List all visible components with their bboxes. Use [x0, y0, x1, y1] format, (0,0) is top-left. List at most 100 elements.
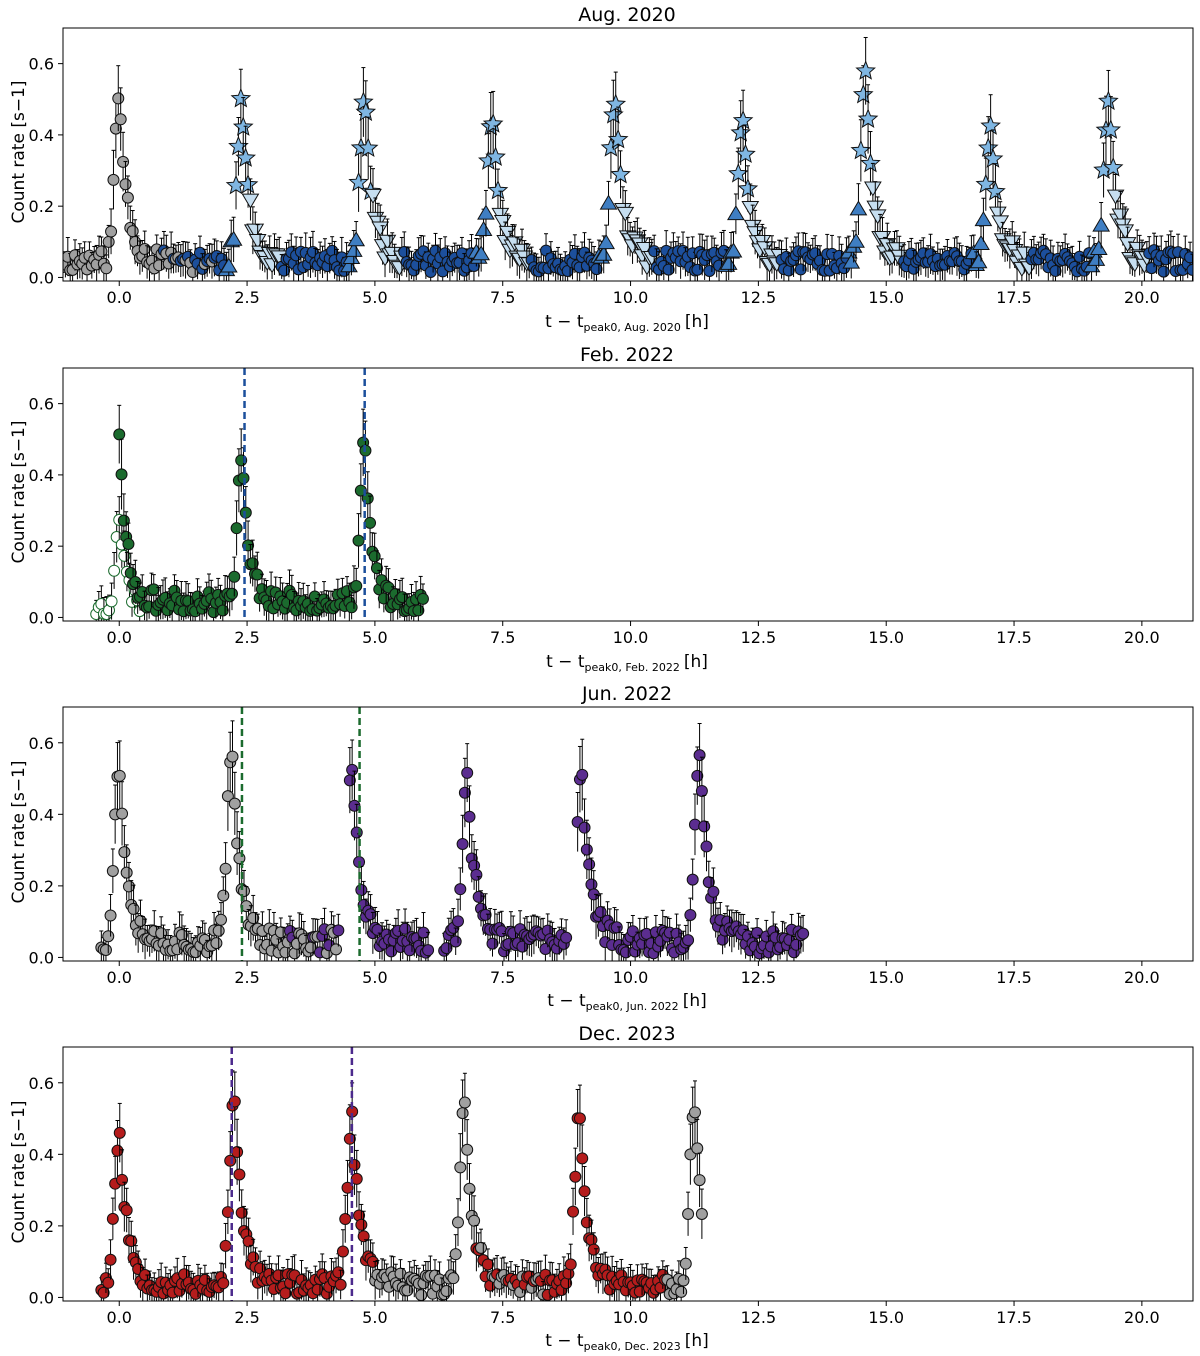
data-point — [580, 843, 593, 856]
data-point — [102, 930, 115, 943]
data-point-rise — [477, 204, 495, 220]
x-tick-label: 12.5 — [741, 968, 777, 987]
data-point — [368, 550, 381, 563]
data-point-peak — [855, 60, 876, 80]
panel-dec-2023: Dec. 2023 Count rate [s−1] t − tpeak0, D… — [9, 1023, 1194, 1353]
panel-title: Dec. 2023 — [578, 1023, 675, 1045]
x-tick-label: 10.0 — [613, 1308, 649, 1327]
plot-frame — [62, 706, 1194, 962]
x-tick-label: 7.5 — [490, 968, 515, 987]
data-point-peak — [230, 87, 252, 108]
data-point — [113, 769, 126, 782]
data-point-decay — [868, 209, 887, 225]
x-tick-label: 0.0 — [107, 288, 132, 307]
data-point — [662, 263, 675, 276]
x-tick-label: 15.0 — [868, 968, 904, 987]
panel-feb-2022: Feb. 2022 Count rate [s−1] t − tpeak0, F… — [9, 344, 1194, 674]
data-point-decay — [364, 188, 382, 205]
x-tick-label: 20.0 — [1124, 1308, 1160, 1327]
data-point — [116, 807, 129, 820]
x-axis-label-unit: [h] — [683, 991, 707, 1011]
data-point — [102, 1276, 115, 1289]
data-point-peak — [1100, 119, 1122, 139]
data-point — [357, 1230, 370, 1243]
data-point-rise — [1089, 239, 1108, 255]
y-axis-label: Count rate [s−1] — [9, 760, 29, 903]
data-point — [122, 538, 135, 551]
data-point — [461, 766, 474, 779]
data-point-rise — [344, 241, 363, 257]
data-point — [401, 1284, 414, 1297]
data-point — [279, 1287, 292, 1300]
x-tick-label: 0.0 — [107, 628, 132, 647]
data-point — [707, 885, 720, 898]
data-point — [585, 1233, 598, 1246]
data-point — [463, 1182, 476, 1195]
data-point — [346, 763, 359, 776]
data-point — [364, 908, 377, 921]
x-axis-label-sub: peak0, Jun. 2022 — [586, 1000, 679, 1013]
x-axis-label-unit: [h] — [685, 312, 709, 332]
data-point-rise — [340, 257, 358, 273]
data-point — [120, 1204, 133, 1217]
data-point-peak — [852, 83, 874, 104]
y-tick-label: 0.2 — [29, 1217, 54, 1236]
data-point — [341, 1181, 354, 1194]
data-point — [121, 191, 134, 204]
data-point — [336, 1245, 349, 1258]
data-point-peak — [605, 93, 627, 114]
x-tick-label: 10.0 — [613, 628, 649, 647]
data-point — [113, 428, 126, 441]
data-point-peak — [732, 109, 754, 130]
x-tick-label: 15.0 — [868, 288, 904, 307]
data-point-peak — [737, 178, 759, 198]
data-point — [456, 1107, 469, 1120]
data-point-rise — [474, 220, 493, 236]
panel-jun-2022: Jun. 2022 Count rate [s−1] t − tpeak0, J… — [9, 683, 1194, 1013]
data-point-peak — [235, 147, 256, 167]
data-point — [153, 259, 166, 272]
data-point — [104, 909, 117, 922]
data-point-peak — [237, 173, 259, 194]
data-points — [90, 404, 429, 621]
data-point-rise — [599, 194, 618, 210]
data-point-decay — [991, 215, 1010, 231]
x-tick-label: 20.0 — [1124, 288, 1160, 307]
data-point — [578, 821, 591, 834]
data-point — [350, 1172, 363, 1185]
data-point — [239, 506, 252, 519]
data-point — [216, 604, 229, 617]
data-point-rise — [847, 232, 865, 248]
data-point — [104, 1253, 117, 1266]
data-point-rise — [727, 205, 745, 221]
data-point — [472, 890, 485, 903]
data-point — [99, 944, 112, 957]
data-point — [134, 914, 147, 927]
data-point — [451, 915, 464, 928]
x-tick-label: 17.5 — [996, 1308, 1032, 1327]
data-point-decay — [616, 206, 635, 222]
data-point-rise — [974, 210, 993, 227]
x-tick-label: 17.5 — [996, 968, 1032, 987]
data-point-peak — [1102, 156, 1124, 177]
data-point — [567, 1205, 580, 1218]
data-point-decay — [1116, 224, 1135, 240]
data-point-peak — [985, 180, 1006, 201]
x-tick-label: 5.0 — [362, 288, 387, 307]
data-point — [797, 927, 810, 940]
data-point — [230, 522, 243, 535]
data-point — [116, 1173, 129, 1186]
data-point — [648, 245, 661, 258]
data-point — [113, 1126, 126, 1139]
data-point-decay — [1128, 241, 1147, 257]
data-point-decay — [1106, 189, 1125, 205]
data-point-rise — [724, 242, 743, 258]
data-point — [332, 924, 345, 937]
y-tick-label: 0.2 — [29, 197, 54, 216]
data-point — [682, 934, 695, 947]
x-tick-label: 5.0 — [362, 1308, 387, 1327]
data-point-rise — [719, 254, 738, 270]
data-point — [585, 878, 598, 891]
data-point — [332, 1266, 345, 1279]
data-point — [458, 786, 471, 799]
